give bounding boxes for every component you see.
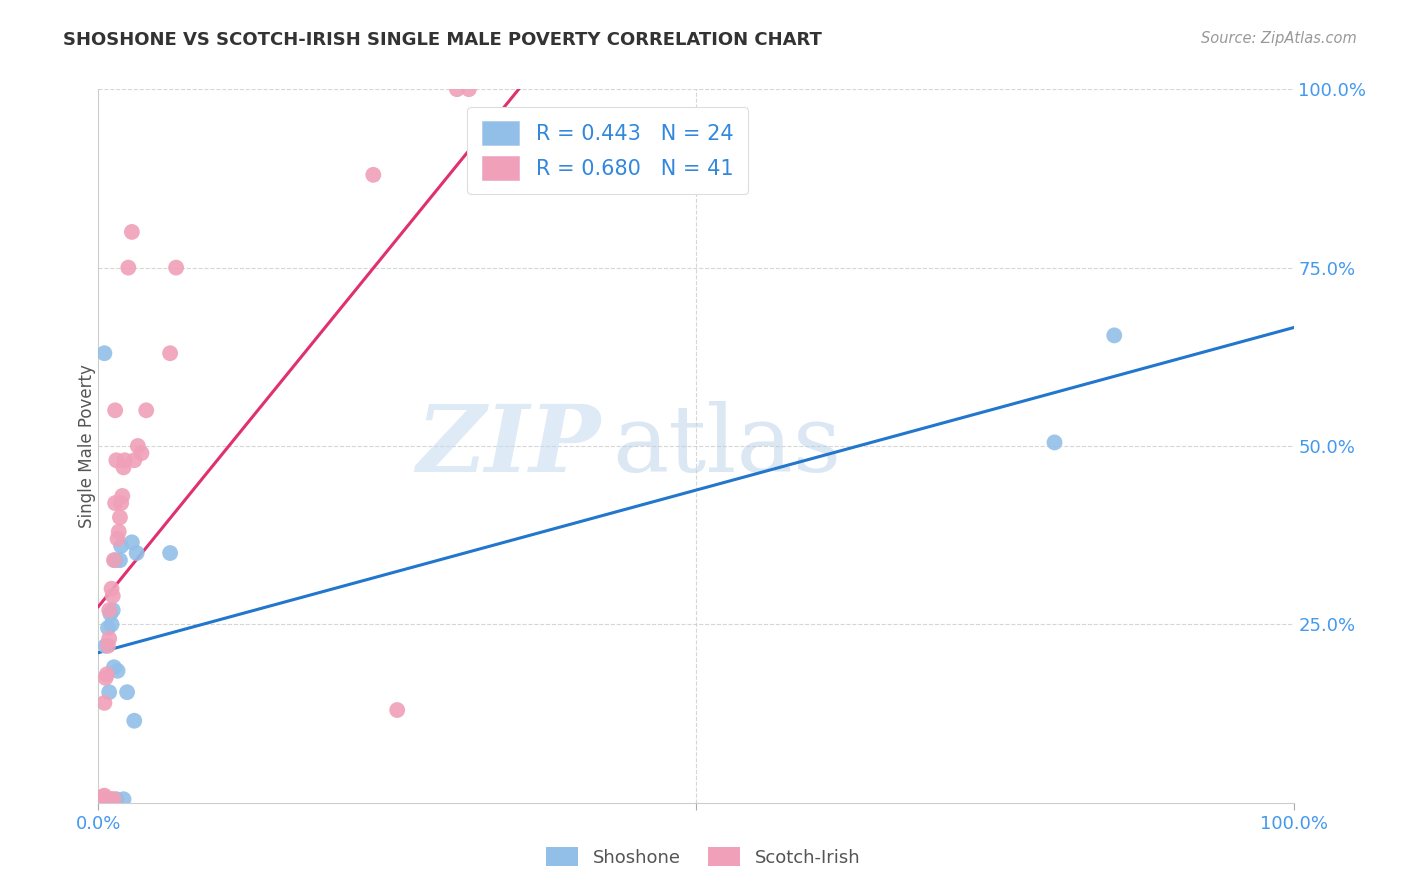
- Point: [117, 260, 139, 275]
- Point: [93, 789, 115, 803]
- Point: [110, 496, 132, 510]
- Point: [97, 621, 120, 635]
- Point: [100, 617, 122, 632]
- Point: [94, 671, 117, 685]
- Point: [125, 546, 148, 560]
- Point: [159, 346, 181, 360]
- Point: [100, 582, 122, 596]
- Point: [103, 792, 125, 806]
- Point: [107, 524, 129, 539]
- Point: [101, 603, 124, 617]
- Point: [97, 639, 120, 653]
- Point: [108, 553, 131, 567]
- Point: [112, 460, 135, 475]
- Point: [135, 403, 157, 417]
- Point: [101, 589, 124, 603]
- Text: SHOSHONE VS SCOTCH-IRISH SINGLE MALE POVERTY CORRELATION CHART: SHOSHONE VS SCOTCH-IRISH SINGLE MALE POV…: [63, 31, 823, 49]
- Point: [98, 603, 121, 617]
- Y-axis label: Single Male Poverty: Single Male Poverty: [79, 364, 96, 528]
- Point: [93, 696, 115, 710]
- Point: [96, 792, 118, 806]
- Point: [124, 453, 146, 467]
- Text: Source: ZipAtlas.com: Source: ZipAtlas.com: [1201, 31, 1357, 46]
- Point: [91, 790, 114, 805]
- Point: [90, 791, 112, 805]
- Point: [111, 489, 134, 503]
- Point: [121, 535, 143, 549]
- Point: [105, 792, 128, 806]
- Point: [98, 685, 121, 699]
- Point: [127, 439, 149, 453]
- Point: [96, 667, 118, 681]
- Text: atlas: atlas: [613, 401, 842, 491]
- Point: [98, 607, 122, 621]
- Point: [96, 792, 118, 806]
- Point: [165, 260, 187, 275]
- Point: [458, 82, 481, 96]
- Point: [89, 792, 111, 806]
- Point: [112, 792, 135, 806]
- Point: [1043, 435, 1066, 450]
- Legend: Shoshone, Scotch-Irish: Shoshone, Scotch-Irish: [538, 840, 868, 874]
- Point: [104, 553, 127, 567]
- Point: [107, 532, 129, 546]
- Point: [131, 446, 153, 460]
- Point: [363, 168, 385, 182]
- Point: [91, 790, 114, 805]
- Point: [104, 403, 127, 417]
- Point: [90, 792, 112, 806]
- Point: [1104, 328, 1126, 343]
- Point: [100, 792, 122, 806]
- Point: [470, 153, 492, 168]
- Point: [98, 792, 122, 806]
- Point: [115, 685, 138, 699]
- Text: ZIP: ZIP: [416, 401, 600, 491]
- Point: [124, 714, 146, 728]
- Point: [159, 546, 181, 560]
- Point: [110, 539, 132, 553]
- Point: [105, 453, 128, 467]
- Point: [385, 703, 409, 717]
- Legend: R = 0.443   N = 24, R = 0.680   N = 41: R = 0.443 N = 24, R = 0.680 N = 41: [467, 107, 748, 194]
- Point: [108, 510, 131, 524]
- Point: [94, 639, 117, 653]
- Point: [103, 553, 125, 567]
- Point: [107, 664, 129, 678]
- Point: [114, 453, 136, 467]
- Point: [446, 82, 468, 96]
- Point: [103, 660, 125, 674]
- Point: [98, 632, 121, 646]
- Point: [93, 346, 115, 360]
- Point: [91, 789, 114, 804]
- Point: [104, 496, 127, 510]
- Point: [121, 225, 143, 239]
